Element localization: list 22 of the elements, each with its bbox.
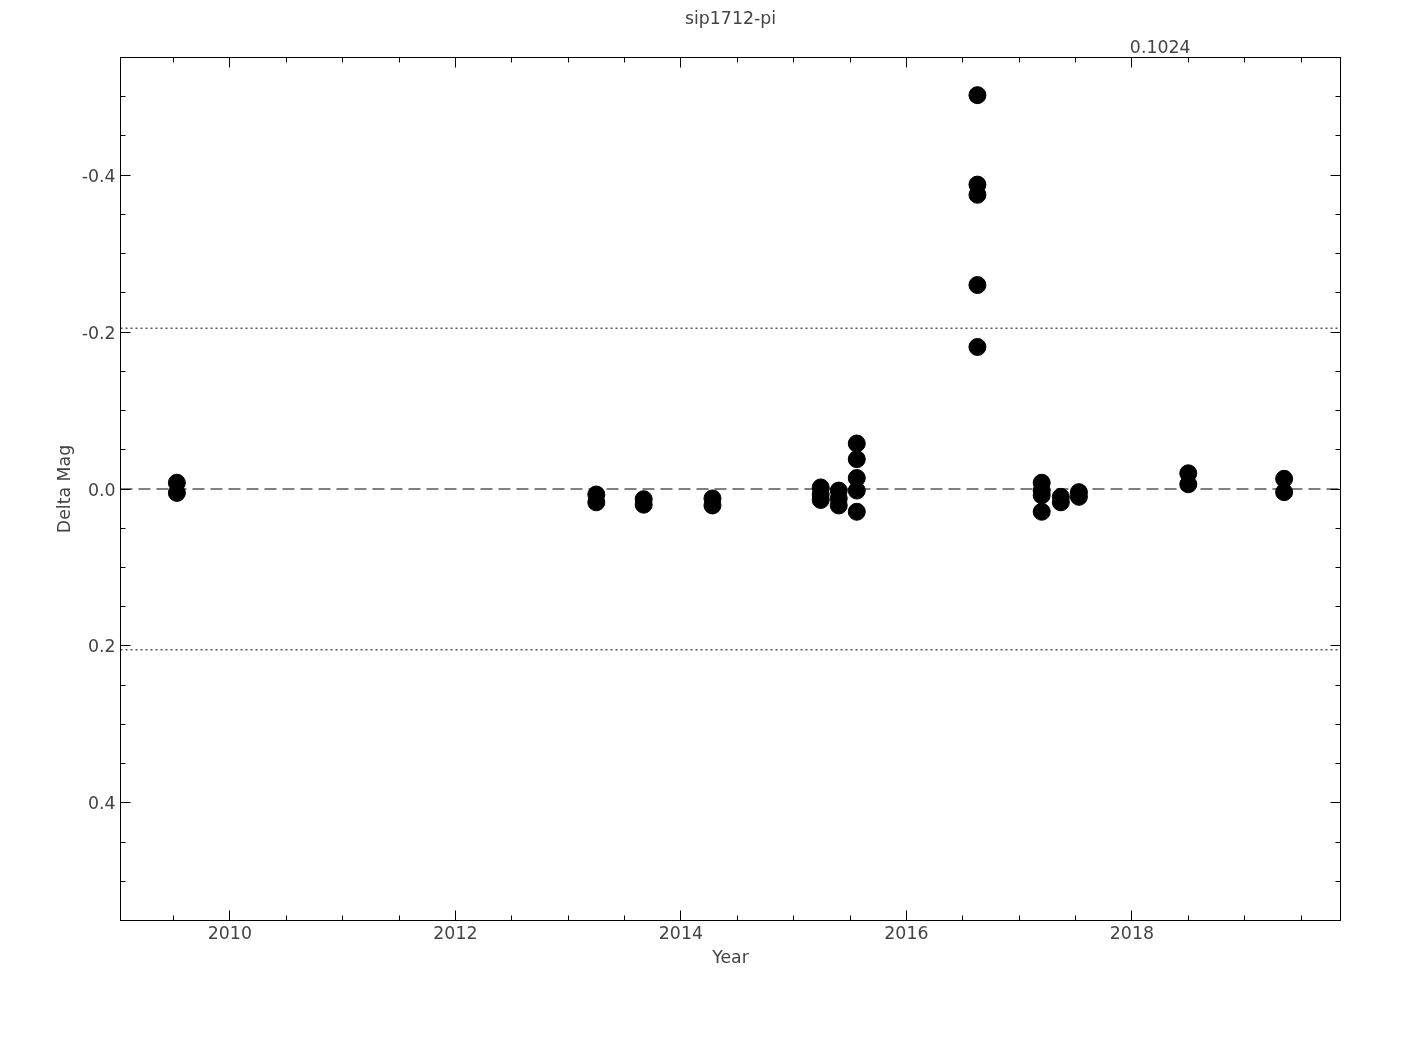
point bbox=[1032, 502, 1051, 521]
x-tick-label: 2014 bbox=[658, 922, 703, 943]
y-tick-label: 0.4 bbox=[87, 793, 116, 814]
x-tick-label: 2018 bbox=[1109, 922, 1154, 943]
x-tick-label: 2010 bbox=[207, 922, 252, 943]
point bbox=[847, 502, 866, 521]
y-axis-title: Delta Mag bbox=[53, 444, 74, 534]
point bbox=[1275, 483, 1294, 502]
y-tick-label: -0.4 bbox=[81, 165, 116, 186]
point bbox=[847, 450, 866, 469]
x-axis-title: Year bbox=[711, 946, 750, 967]
y-tick-label: -0.2 bbox=[81, 322, 116, 343]
point bbox=[968, 276, 987, 294]
x-tick-label: 2016 bbox=[884, 922, 929, 943]
x-tick-label: 2012 bbox=[433, 922, 478, 943]
text: 0.1024 bbox=[1129, 36, 1191, 57]
point bbox=[968, 86, 987, 105]
y-tick-label: 0.0 bbox=[87, 479, 116, 500]
point bbox=[847, 434, 866, 453]
y-tick-label: 0.2 bbox=[87, 636, 116, 657]
point bbox=[968, 338, 987, 356]
chart-title: sip1712-pi bbox=[685, 7, 777, 28]
